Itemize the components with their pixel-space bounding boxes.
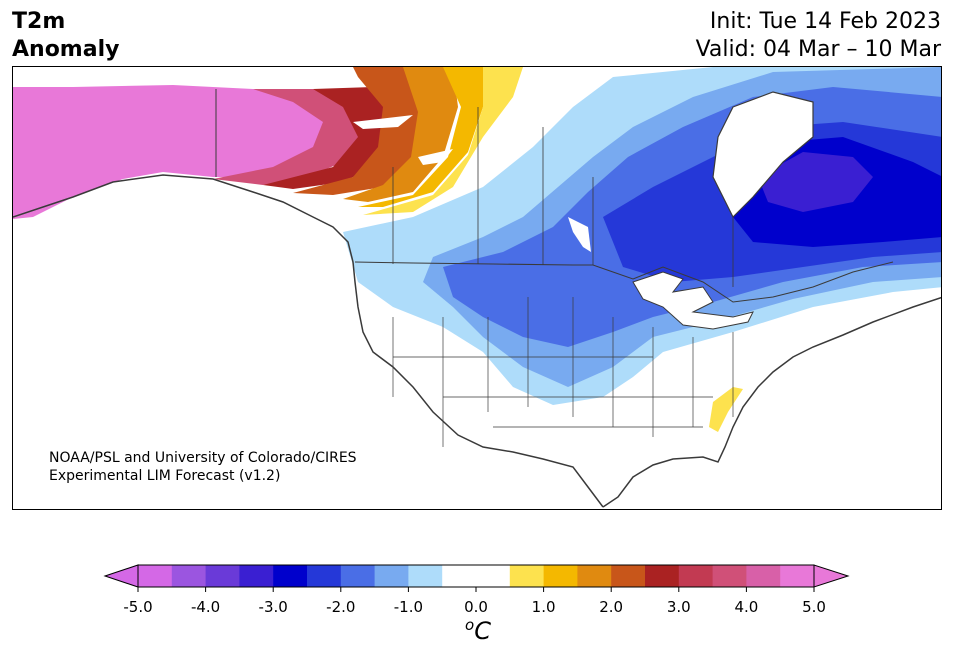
- southeast-yellow-patch: [709, 387, 743, 432]
- chart-title: T2m Anomaly: [12, 8, 119, 64]
- nwt-orange-band: [343, 67, 458, 202]
- colorbar-cell: [239, 565, 274, 587]
- colorbar-cell: [171, 565, 207, 587]
- credit-line-1: NOAA/PSL and University of Colorado/CIRE…: [49, 450, 357, 466]
- colorbar-tick-label: -4.0: [190, 598, 221, 616]
- provincial-borders: [392, 107, 734, 287]
- colorbar-cell: [374, 565, 409, 587]
- anomaly-map: [12, 66, 942, 510]
- colorbar-unit: oC: [458, 616, 498, 645]
- nwt-yellow-band: [363, 67, 523, 215]
- colorbar-cells: [138, 565, 815, 587]
- gulf-coast: [602, 296, 941, 508]
- north-america-coastline: [13, 174, 604, 508]
- colorbar-cell: [577, 565, 612, 587]
- nwt-gold-band: [358, 67, 493, 207]
- alaska-pink-region: [13, 85, 343, 219]
- colorbar-tick-label: -5.0: [123, 598, 153, 616]
- great-bear-lake: [418, 149, 453, 165]
- colorbar-cell: [205, 565, 240, 587]
- colorbar-cell: [138, 565, 173, 587]
- yukon-crimson-band: [263, 87, 393, 189]
- indigo-core: [758, 152, 873, 212]
- colorbar-cell: [645, 565, 680, 587]
- unit-letter: C: [474, 617, 491, 645]
- alaska-magenta-band: [213, 89, 368, 185]
- colorbar-cell: [543, 565, 578, 587]
- us-canada-border: [354, 261, 894, 303]
- title-line-2: Anomaly: [12, 37, 120, 62]
- colorbar-ticks: [137, 587, 815, 592]
- great-slave-lake: [353, 115, 413, 129]
- colorbar-cell: [712, 565, 747, 587]
- colorbar-cell: [509, 565, 545, 587]
- colorbar-cell: [273, 565, 308, 587]
- title-line-1: T2m: [12, 9, 66, 34]
- colorbar-tick-label: -2.0: [326, 598, 356, 616]
- colorbar-cell: [746, 565, 781, 587]
- hudson-bay: [712, 91, 814, 219]
- yukon-red-band: [293, 67, 423, 195]
- lake-winnipeg: [568, 217, 591, 252]
- colorbar-tick-label: -3.0: [258, 598, 288, 616]
- colorbar-tick-label: 4.0: [734, 598, 759, 616]
- colorbar-cell: [442, 565, 477, 587]
- colorbar-cell: [678, 565, 714, 587]
- colorbar-cell: [780, 565, 815, 587]
- valid-range: Valid: 04 Mar – 10 Mar: [695, 37, 941, 62]
- colorbar-cell: [611, 565, 646, 587]
- colorbar-max-extend: [813, 564, 850, 588]
- map-svg: [13, 67, 941, 508]
- us-state-borders: [392, 297, 734, 447]
- unit-degree: o: [465, 616, 475, 634]
- init-date: Init: Tue 14 Feb 2023: [709, 9, 941, 34]
- great-lakes: [632, 271, 754, 330]
- colorbar-tick-label: 3.0: [666, 598, 691, 616]
- colorbar-cell: [408, 565, 443, 587]
- credit-line-2: Experimental LIM Forecast (v1.2): [49, 468, 281, 484]
- colorbar-cell: [476, 565, 511, 587]
- data-credit: NOAA/PSL and University of Colorado/CIRE…: [49, 449, 357, 485]
- colorbar-tick-label: -1.0: [393, 598, 424, 616]
- colorbar-min-extend: [103, 564, 139, 588]
- colorbar-tick-label: 2.0: [599, 598, 624, 616]
- forecast-dates: Init: Tue 14 Feb 2023 Valid: 04 Mar – 10…: [696, 8, 941, 64]
- colorbar-cell: [307, 565, 342, 587]
- colorbar-tick-label: 5.0: [802, 598, 826, 616]
- colorbar-cell: [340, 565, 376, 587]
- colorbar-tick-label: 0.0: [464, 598, 488, 616]
- colorbar-tick-label: 1.0: [531, 598, 556, 616]
